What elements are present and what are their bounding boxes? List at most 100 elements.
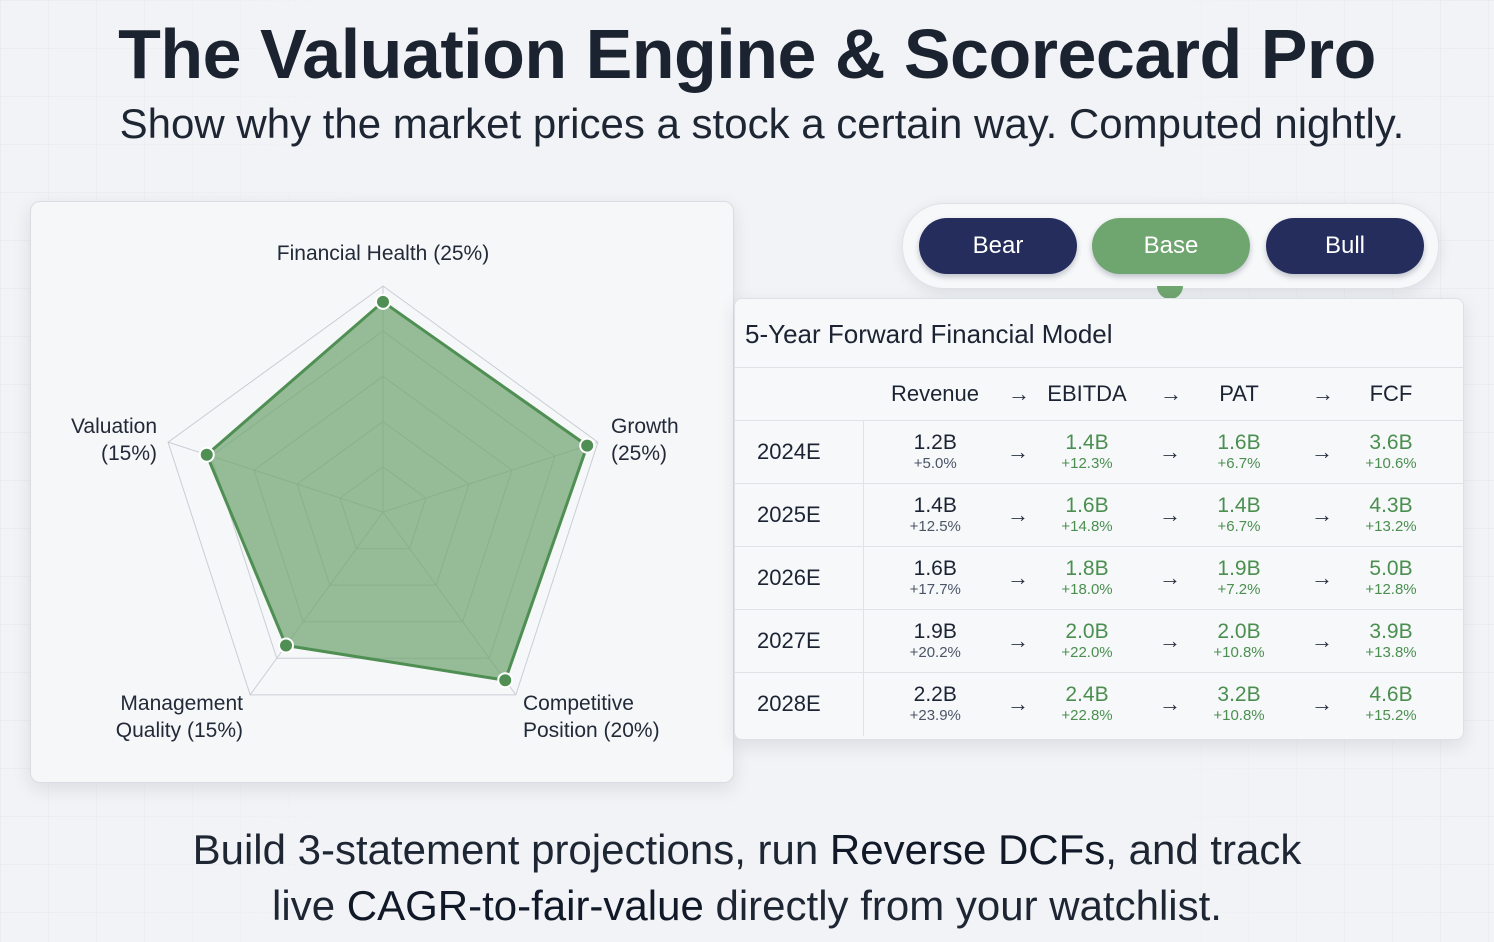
- pat-growth: +10.8%: [1213, 707, 1265, 725]
- ebitda-value: 1.8B: [1065, 557, 1109, 580]
- arrow-icon: →: [1159, 691, 1181, 717]
- cell-revenue: 1.4B +12.5%: [863, 484, 1007, 547]
- revenue-growth: +12.5%: [909, 518, 961, 535]
- radar-axis-label: Financial Health (25%): [277, 242, 489, 265]
- bull-scenario-button[interactable]: Bull: [1266, 218, 1424, 274]
- financial-model-card: 5-Year Forward Financial Model Revenue →…: [734, 298, 1464, 740]
- ebitda-value: 1.6B: [1065, 494, 1109, 517]
- radar-score-point: [198, 446, 215, 463]
- selected-scenario-indicator: [1157, 286, 1183, 299]
- arrow-icon: →: [1007, 691, 1029, 717]
- radar-score-point: [278, 637, 295, 654]
- arrow-icon: →: [1159, 628, 1181, 653]
- revenue-value: 1.6B: [913, 557, 957, 580]
- fcf-growth: +15.2%: [1365, 707, 1417, 725]
- radar-axis-label: Position (20%): [523, 719, 660, 742]
- scorecard-radar-chart: Financial Health (25%) Growth (25%) Competi…: [71, 242, 679, 742]
- financial-model-table: Revenue → EBITDA → PAT → FCF 2024E 1.2B +5…: [735, 367, 1463, 736]
- fcf-growth: +12.8%: [1365, 581, 1417, 598]
- pat-growth: +6.7%: [1217, 518, 1261, 535]
- ebitda-value: 2.0B: [1065, 620, 1109, 643]
- arrow-icon: →: [1007, 565, 1029, 590]
- arrow-icon: →: [1159, 565, 1181, 590]
- footer-line-1: Build 3-statement projections, run Rever…: [0, 822, 1494, 878]
- table-row: 2027E 1.9B +20.2% → 2.0B +22.0% → 2.0B +10.8% → 3.…: [735, 609, 1463, 673]
- revenue-value: 1.4B: [913, 494, 957, 517]
- bear-scenario-button[interactable]: Bear: [919, 218, 1077, 274]
- footer-text: , and track: [1105, 826, 1302, 873]
- radar-axis-label: Quality (15%): [116, 719, 243, 742]
- pat-growth: +10.8%: [1213, 644, 1265, 661]
- fcf-growth: +13.2%: [1365, 518, 1417, 535]
- ebitda-growth: +18.0%: [1061, 581, 1113, 598]
- arrow-icon: →: [1311, 502, 1333, 527]
- table-row: 2028E 2.2B +23.9% → 2.4B +22.8% → 3.2B +10.8% → 4.…: [735, 672, 1463, 736]
- row-year: 2027E: [735, 609, 864, 673]
- cell-pat: 2.0B +10.8%: [1167, 610, 1311, 673]
- cell-ebitda: 2.0B +22.0%: [1015, 610, 1159, 673]
- radar-axis-label: Growth: [611, 415, 679, 438]
- base-scenario-button[interactable]: Base: [1092, 218, 1250, 274]
- cell-pat: 1.6B +6.7%: [1167, 421, 1311, 484]
- pat-value: 1.6B: [1217, 431, 1261, 454]
- arrow-icon: →: [1007, 502, 1029, 527]
- header-revenue: Revenue: [890, 381, 980, 406]
- cell-fcf: 3.9B +13.8%: [1319, 610, 1463, 673]
- revenue-growth: +23.9%: [909, 707, 961, 725]
- revenue-value: 2.2B: [913, 683, 957, 707]
- fcf-value: 5.0B: [1369, 557, 1413, 580]
- cell-fcf: 3.6B +10.6%: [1319, 421, 1463, 484]
- cell-pat: 3.2B +10.8%: [1167, 673, 1311, 736]
- arrow-icon: →: [1159, 439, 1181, 464]
- fcf-value: 3.6B: [1369, 431, 1413, 454]
- cell-ebitda: 1.8B +18.0%: [1015, 547, 1159, 610]
- radar-score-area: [205, 300, 589, 682]
- revenue-growth: +20.2%: [909, 644, 961, 661]
- row-year: 2028E: [735, 672, 864, 736]
- arrow-icon: →: [1007, 628, 1029, 653]
- arrow-icon: →: [1311, 439, 1333, 464]
- page-title: The Valuation Engine & Scorecard Pro: [118, 15, 1376, 93]
- fcf-value: 3.9B: [1369, 620, 1413, 643]
- ebitda-growth: +12.3%: [1061, 455, 1113, 472]
- cell-revenue: 2.2B +23.9%: [863, 673, 1007, 736]
- ebitda-value: 2.4B: [1065, 683, 1109, 707]
- cell-pat: 1.9B +7.2%: [1167, 547, 1311, 610]
- footer-line-2: live CAGR-to-fair-value directly from yo…: [0, 878, 1494, 934]
- radar-grid-ring: [167, 285, 599, 696]
- footer-text: Build 3-statement projections, run: [192, 826, 830, 873]
- pat-growth: +6.7%: [1217, 455, 1261, 472]
- ebitda-growth: +22.8%: [1061, 707, 1113, 725]
- cell-pat: 1.4B +6.7%: [1167, 484, 1311, 547]
- header-arrow-icon: →: [1160, 381, 1182, 406]
- radar-axis-label: Competitive: [523, 692, 634, 715]
- revenue-value: 1.2B: [913, 431, 957, 454]
- revenue-growth: +17.7%: [909, 581, 961, 598]
- scorecard-radar-card: Financial Health (25%) Growth (25%) Competi…: [30, 201, 734, 783]
- header-year: [735, 368, 863, 421]
- header-arrow-icon: →: [1008, 381, 1030, 406]
- cell-revenue: 1.2B +5.0%: [863, 421, 1007, 484]
- cell-ebitda: 1.6B +14.8%: [1015, 484, 1159, 547]
- revenue-value: 1.9B: [913, 620, 957, 643]
- table-row: 2025E 1.4B +12.5% → 1.6B +14.8% → 1.4B +6.7% → 4.3…: [735, 483, 1463, 547]
- row-year: 2024E: [735, 420, 864, 484]
- arrow-icon: →: [1311, 628, 1333, 653]
- row-year: 2025E: [735, 483, 864, 547]
- header-ebitda: EBITDA: [1047, 381, 1127, 406]
- radar-axis-label: (25%): [611, 442, 667, 465]
- radar-score-point: [497, 672, 514, 689]
- pat-value: 1.9B: [1217, 557, 1261, 580]
- footer-text: directly from your watchlist.: [703, 882, 1222, 929]
- ebitda-growth: +14.8%: [1061, 518, 1113, 535]
- table-row: 2024E 1.2B +5.0% → 1.4B +12.3% → 1.6B +6.7% → 3.6B…: [735, 420, 1463, 484]
- cell-fcf: 4.6B +15.2%: [1319, 673, 1463, 736]
- pat-growth: +7.2%: [1217, 581, 1261, 598]
- cell-ebitda: 1.4B +12.3%: [1015, 421, 1159, 484]
- footer-tagline: Build 3-statement projections, run Rever…: [0, 822, 1494, 934]
- fcf-growth: +10.6%: [1365, 455, 1417, 472]
- pat-value: 2.0B: [1217, 620, 1261, 643]
- fcf-value: 4.6B: [1369, 683, 1413, 707]
- fcf-growth: +13.8%: [1365, 644, 1417, 661]
- ebitda-growth: +22.0%: [1061, 644, 1113, 661]
